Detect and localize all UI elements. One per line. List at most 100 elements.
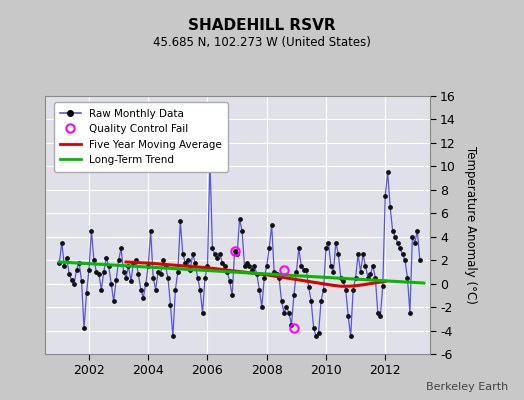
Point [203, 263, 212, 269]
Point [102, 255, 111, 261]
Point [263, 263, 271, 269]
Point [287, 322, 296, 328]
Point [189, 251, 197, 258]
Point [275, 274, 283, 281]
Point [110, 298, 118, 304]
Point [374, 310, 382, 316]
Point [386, 204, 395, 211]
Point [294, 245, 303, 252]
Point [144, 263, 152, 269]
Point [250, 263, 258, 269]
Point [132, 257, 140, 263]
Point [304, 284, 313, 290]
Point [72, 266, 81, 273]
Point [149, 274, 157, 281]
Point [344, 313, 353, 320]
Point [312, 333, 320, 340]
Point [376, 313, 385, 320]
Point [107, 280, 115, 287]
Point [60, 263, 69, 269]
Point [206, 157, 214, 164]
Point [324, 239, 333, 246]
Point [58, 239, 66, 246]
Point [272, 271, 281, 278]
Point [307, 298, 315, 304]
Point [384, 169, 392, 176]
Point [314, 330, 323, 336]
Point [85, 266, 93, 273]
Point [282, 304, 291, 310]
Point [213, 255, 222, 261]
Point [349, 286, 357, 293]
Point [265, 245, 274, 252]
Point [166, 302, 174, 308]
Point [100, 269, 108, 275]
Point [408, 234, 417, 240]
Point [141, 280, 150, 287]
Point [191, 259, 199, 266]
Point [228, 292, 236, 298]
Point [255, 286, 264, 293]
Point [300, 266, 308, 273]
Point [196, 286, 204, 293]
Point [248, 266, 256, 273]
Point [127, 278, 135, 284]
Point [159, 257, 167, 263]
Point [270, 269, 278, 275]
Point [334, 251, 343, 258]
Point [201, 274, 209, 281]
Point [154, 269, 162, 275]
Point [186, 266, 194, 273]
Text: 45.685 N, 102.273 W (United States): 45.685 N, 102.273 W (United States) [153, 36, 371, 49]
Point [124, 263, 133, 269]
Point [329, 269, 337, 275]
Point [378, 283, 387, 289]
Point [245, 263, 254, 269]
Point [92, 269, 101, 275]
Point [241, 263, 249, 269]
Point [416, 257, 424, 263]
Point [342, 286, 350, 293]
Point [285, 310, 293, 316]
Point [95, 271, 103, 278]
Point [381, 192, 389, 199]
Point [396, 245, 404, 252]
Point [134, 271, 143, 278]
Point [68, 277, 76, 283]
Point [235, 216, 244, 222]
Point [75, 259, 83, 266]
Point [369, 263, 377, 269]
Legend: Raw Monthly Data, Quality Control Fail, Five Year Moving Average, Long-Term Tren: Raw Monthly Data, Quality Control Fail, … [53, 102, 228, 172]
Point [356, 269, 365, 275]
Point [208, 245, 216, 252]
Point [332, 239, 340, 246]
Point [161, 263, 170, 269]
Point [105, 263, 113, 269]
Point [403, 274, 412, 281]
Point [391, 234, 399, 240]
Point [401, 257, 409, 263]
Point [253, 271, 261, 278]
Point [80, 325, 88, 331]
Point [151, 286, 160, 293]
Point [319, 286, 328, 293]
Point [238, 228, 246, 234]
Point [290, 292, 298, 298]
Point [339, 278, 347, 284]
Point [225, 278, 234, 284]
Text: Berkeley Earth: Berkeley Earth [426, 382, 508, 392]
Point [292, 269, 301, 275]
Point [260, 274, 268, 281]
Y-axis label: Temperature Anomaly (°C): Temperature Anomaly (°C) [464, 146, 477, 304]
Point [65, 271, 73, 278]
Point [277, 298, 286, 304]
Point [139, 294, 147, 301]
Point [112, 277, 121, 283]
Point [394, 239, 402, 246]
Point [364, 274, 372, 281]
Point [181, 259, 190, 266]
Point [169, 333, 177, 340]
Point [280, 310, 288, 316]
Point [176, 218, 184, 225]
Point [371, 274, 379, 281]
